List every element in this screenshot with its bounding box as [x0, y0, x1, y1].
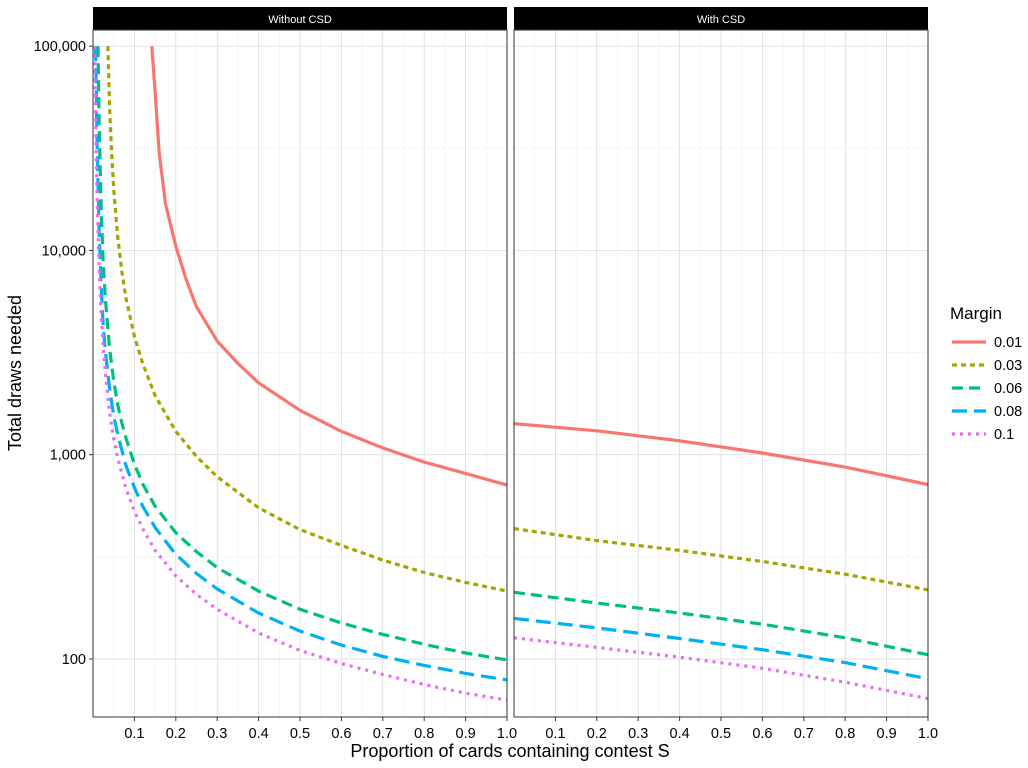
x-tick-label: 0.4 [249, 726, 269, 742]
facet-strip-without-csd [93, 7, 507, 30]
panel-border [513, 29, 929, 718]
x-tick-label: 0.5 [290, 726, 310, 742]
y-axis-title: Total draws needed [5, 295, 25, 451]
series-line-0-1 [93, 46, 507, 702]
x-tick-label: 0.8 [835, 726, 855, 742]
legend-label: 0.1 [994, 427, 1014, 443]
panel-with-csd: With CSD 0.1 0.2 0.3 0.4 0.5 0.6 0.7 0.8 0.9 1.0 [513, 7, 938, 742]
x-tick-label: 0.1 [124, 726, 144, 742]
x-tick-label: 0.6 [331, 726, 351, 742]
facet-strip-label: Without CSD [268, 14, 332, 26]
x-tick-label: 0.9 [456, 726, 476, 742]
legend-label: 0.06 [994, 381, 1022, 397]
x-tick-label: 0.4 [670, 726, 690, 742]
x-tick-label: 0.7 [794, 726, 814, 742]
x-tick-label: 0.7 [373, 726, 393, 742]
y-tick-label: 10,000 [42, 243, 86, 259]
x-tick-label: 1.0 [497, 726, 517, 742]
chart-panels: Without CSD 0.1 0.2 0.3 0.4 0.5 0.6 0.7 0.8 0.9 1.… [92, 7, 938, 742]
series-line-0-1 [514, 636, 928, 701]
series-line-0-03 [106, 46, 507, 593]
x-tick-label: 0.3 [207, 726, 227, 742]
series-line-0-01 [150, 46, 507, 487]
series-lines [93, 46, 507, 702]
series-line-0-06 [514, 590, 928, 657]
series-line-0-06 [96, 46, 507, 662]
legend: Margin 0.01 0.03 0.06 0.08 0.1 [950, 304, 1022, 443]
legend-label: 0.08 [994, 404, 1022, 420]
panel-border [92, 29, 508, 718]
x-tick-label: 0.8 [414, 726, 434, 742]
legend-title: Margin [950, 304, 1002, 323]
series-line-0-01 [514, 422, 928, 487]
series-line-0-08 [514, 616, 928, 681]
x-tick-label: 1.0 [918, 726, 938, 742]
x-tick-label: 0.9 [877, 726, 897, 742]
panel-without-csd: Without CSD 0.1 0.2 0.3 0.4 0.5 0.6 0.7 0.8 0.9 1.… [92, 7, 517, 742]
x-tick-label: 0.3 [628, 726, 648, 742]
x-tick-label: 0.6 [752, 726, 772, 742]
facet-strip-with-csd [514, 7, 928, 30]
x-tick-label: 0.5 [711, 726, 731, 742]
series-line-0-03 [514, 527, 928, 592]
y-tick-label: 100 [62, 652, 86, 668]
y-tick-label: 100,000 [34, 39, 86, 55]
x-tick-label: 0.2 [166, 726, 186, 742]
y-axis: 100 1,000 10,000 100,000 [34, 39, 93, 668]
y-tick-label: 1,000 [50, 448, 86, 464]
legend-label: 0.01 [994, 335, 1022, 351]
series-lines [514, 422, 928, 701]
legend-label: 0.03 [994, 358, 1022, 374]
facet-strip-label: With CSD [697, 14, 745, 26]
x-tick-label: 0.2 [587, 726, 607, 742]
x-axis-title: Proportion of cards containing contest S [350, 741, 669, 761]
x-tick-label: 0.1 [545, 726, 565, 742]
